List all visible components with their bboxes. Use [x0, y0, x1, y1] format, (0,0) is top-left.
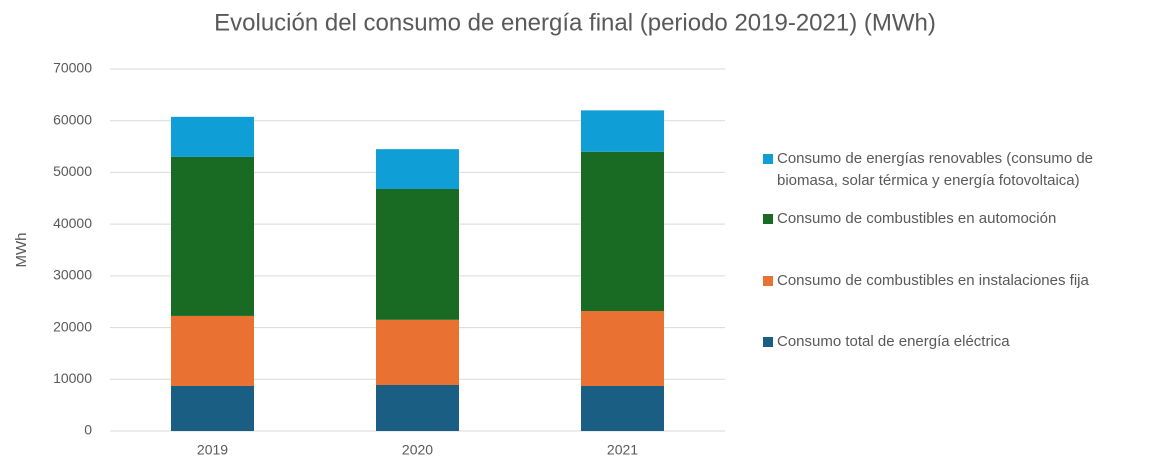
bar-segment	[581, 386, 664, 431]
y-tick-label: 30000	[53, 267, 92, 283]
bar-segment	[171, 386, 254, 431]
x-tick-label: 2019	[197, 442, 228, 458]
x-tick-label: 2020	[402, 442, 433, 458]
x-tick-label: 2021	[607, 442, 638, 458]
y-tick-label: 10000	[53, 370, 92, 386]
legend-swatch	[763, 154, 773, 164]
legend-entry: Consumo de combustibles en instalaciones…	[763, 270, 1148, 292]
legend-entry: Consumo de energías renovables (consumo …	[763, 148, 1148, 192]
bar-segment	[581, 151, 664, 312]
legend-swatch	[763, 214, 773, 224]
legend-swatch	[763, 337, 773, 347]
bar-segment	[171, 315, 254, 387]
y-tick-label: 20000	[53, 318, 92, 334]
legend-label: Consumo de combustibles en instalaciones…	[777, 272, 1089, 289]
bar-segment	[376, 149, 459, 189]
y-tick-label: 60000	[53, 111, 92, 127]
chart-title: Evolución del consumo de energía final (…	[214, 9, 936, 36]
legend-entry: Consumo total de energía eléctrica	[763, 331, 1148, 353]
y-tick-label: 0	[84, 422, 92, 438]
bar-segment	[171, 116, 254, 157]
bar-segment	[581, 110, 664, 152]
y-axis-label: MWh	[13, 233, 30, 268]
bar-segment	[581, 311, 664, 387]
legend-entry: Consumo de combustibles en automoción	[763, 208, 1148, 230]
y-tick-label: 50000	[53, 163, 92, 179]
legend-label: Consumo de energías renovables (consumo …	[777, 150, 1094, 189]
y-tick-label: 40000	[53, 215, 92, 231]
bar-segment	[171, 156, 254, 316]
bar-segment	[376, 384, 459, 431]
bar-segment	[376, 319, 459, 385]
bar-segment	[376, 188, 459, 320]
legend-label: Consumo total de energía eléctrica	[777, 333, 1010, 350]
legend-swatch	[763, 276, 773, 286]
legend-label: Consumo de combustibles en automoción	[777, 210, 1057, 227]
y-tick-label: 70000	[53, 60, 92, 76]
